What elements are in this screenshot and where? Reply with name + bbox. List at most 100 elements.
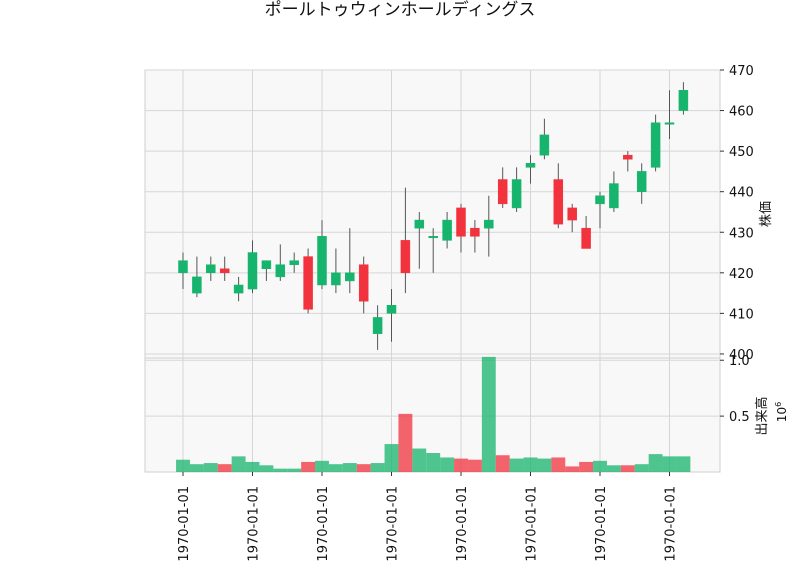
x-tick-label: 1970-01-01 [455,486,470,562]
x-tick-label: 1970-01-01 [664,486,679,562]
price-tick-label: 420 [729,267,754,282]
price-tick-label: 430 [729,226,754,241]
x-tick-label: 1970-01-01 [316,486,331,562]
candle-body [636,171,647,192]
candle-body [567,207,577,221]
candle-body [497,179,508,205]
candles [178,82,689,350]
candle-body [484,219,494,229]
volume-bar [426,453,441,472]
volume-bar [662,456,677,472]
price-tick-label: 470 [729,64,754,79]
volume-bar [301,461,316,472]
candle-body [650,122,661,168]
volume-bar [509,458,524,472]
volume-bar [579,461,594,472]
volume-bar [537,458,552,472]
price-tick-label: 460 [729,105,754,120]
volume-bar [398,413,413,472]
candle-body [400,240,411,274]
volume-bar [565,466,580,472]
candle-body [525,163,536,168]
volume-bar [328,464,343,472]
volume-bar [370,463,385,472]
candle-body [664,122,675,125]
volume-bar [245,461,260,472]
volume-bar [551,457,566,472]
volume-bar [454,458,468,472]
candle-body [539,134,550,156]
volume-axis-label: 出来高 [754,396,770,435]
volume-bar [259,465,274,472]
volume-bar [593,460,607,472]
volume-bar [356,464,371,472]
volume-bar [676,456,691,472]
chart-title: ポールトゥウィンホールディングス [265,0,536,20]
candle-body [386,305,397,314]
volume-tick-label: 1.0 [729,354,750,369]
volume-tick-label: 0.5 [729,410,750,425]
volume-bar [273,468,288,472]
candle-body [317,236,327,286]
candle-body [511,179,522,209]
x-tick-label: 1970-01-01 [594,486,609,562]
volume-bar [620,465,635,472]
candle-body [331,272,341,286]
x-axis: 1970-01-01 1970-01-01 1970-01-01 1970-01-01… [177,472,679,562]
x-tick-label: 1970-01-01 [247,486,262,562]
candle-body [358,264,369,302]
volume-bars [176,356,691,472]
volume-bar [315,460,329,472]
candle-body [372,317,383,334]
volume-axis: 0.5 1.0 [720,354,750,425]
candle-body [414,219,425,229]
candle-body [275,264,286,278]
price-panel-background [144,69,721,359]
candle-body [470,227,480,237]
volume-bar [523,457,538,472]
volume-bar [342,463,357,472]
candle-body [247,252,258,290]
price-tick-label: 410 [729,307,754,322]
price-axis-label: 株価 [759,201,774,227]
candle-body [553,179,564,225]
candle-body [192,276,202,294]
candle-body [595,195,605,205]
candle-body [456,207,466,237]
volume-bar [287,468,302,472]
volume-bar [440,457,455,472]
candle-body [303,256,313,310]
candle-body [678,90,689,111]
volume-bar [606,465,621,472]
candle-body [609,183,619,209]
candle-body [206,264,216,274]
price-tick-label: 440 [729,186,754,201]
candle-body [219,268,230,274]
volume-bar [176,459,190,472]
volume-bar [189,464,204,472]
candle-body [428,236,438,239]
price-axis: 400 410 420 430 440 450 460 470 [720,64,754,363]
candle-body [289,260,299,265]
volume-bar [231,456,246,472]
volume-bar [467,459,482,472]
candle-body [261,260,272,270]
volume-bar [203,463,218,472]
volume-bar [648,454,663,472]
volume-multiplier: 106 [774,402,789,422]
volume-bar [634,464,649,472]
price-tick-label: 400 [729,348,754,363]
candle-body [623,154,633,160]
candle-body [178,260,188,274]
volume-bar [412,448,427,472]
candle-body [345,272,355,282]
x-tick-label: 1970-01-01 [177,486,192,562]
volume-bar [217,464,232,472]
volume-bar [495,455,510,472]
x-tick-label: 1970-01-01 [386,486,401,562]
volume-bar [481,356,496,472]
candle-body [442,219,452,241]
candle-body [581,227,591,249]
candle-body [233,284,244,294]
